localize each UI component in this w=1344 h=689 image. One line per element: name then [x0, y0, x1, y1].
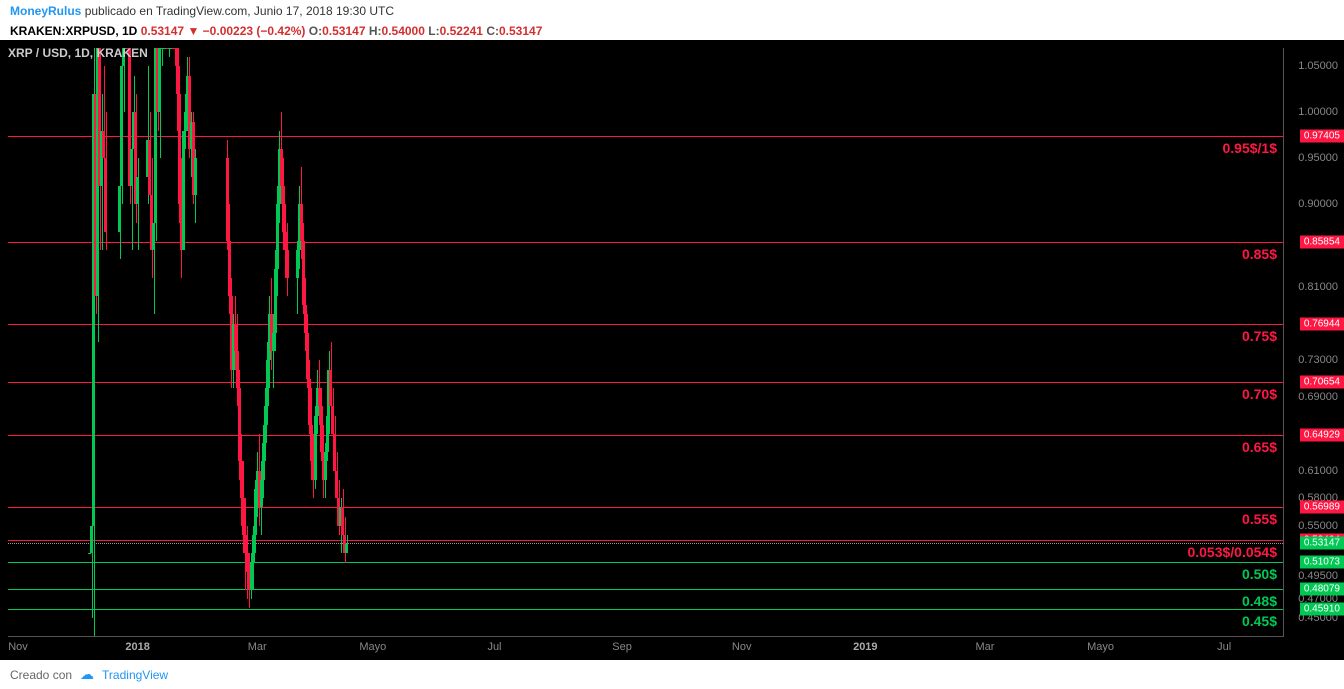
horizontal-level — [8, 324, 1283, 325]
tradingview-icon: ☁ — [80, 666, 94, 683]
x-tick-label: Jul — [1217, 641, 1231, 653]
price-chart[interactable]: XRP / USD, 1D, KRAKEN 0.95$/1$ 0.85$ 0.75$… — [0, 40, 1344, 660]
x-tick-label: Sep — [612, 641, 632, 653]
horizontal-level — [8, 242, 1283, 243]
horizontal-level — [8, 136, 1283, 137]
x-tick-label: Mar — [975, 641, 994, 653]
candle-body — [345, 544, 348, 553]
candle-wick — [162, 48, 163, 66]
symbol: KRAKEN:XRPUSD, 1D — [10, 24, 137, 38]
brand-link[interactable]: TradingView — [102, 668, 168, 682]
level-label: 0.85$ — [1242, 246, 1277, 262]
chart-legend: XRP / USD, 1D, KRAKEN — [8, 46, 148, 60]
y-tick-label: 0.73000 — [1298, 354, 1338, 366]
y-tick-label: 0.61000 — [1298, 465, 1338, 477]
down-arrow-icon: ▼ — [187, 24, 199, 38]
created-label: Creado con — [10, 668, 72, 682]
change-pct: (−0.42%) — [256, 24, 305, 38]
x-tick-label: Mayo — [1087, 641, 1114, 653]
level-label: 0.48$ — [1242, 593, 1277, 609]
candle-wick — [138, 158, 139, 250]
x-tick-label: Mayo — [359, 641, 386, 653]
candle-body — [136, 177, 139, 205]
price-tag: 0.48079 — [1300, 583, 1344, 596]
level-label: 0.053$/0.054$ — [1187, 544, 1277, 560]
price-tag: 0.85854 — [1300, 236, 1344, 249]
price-tag: 0.56989 — [1300, 501, 1344, 514]
horizontal-level — [8, 609, 1283, 610]
y-axis: 1.05000 1.00000 0.95000 0.90000 0.81000 0.730… — [1286, 48, 1344, 636]
level-label: 0.45$ — [1242, 613, 1277, 629]
y-tick-label: 0.69000 — [1298, 391, 1338, 403]
candle-body — [104, 158, 107, 232]
price-tag: 0.64929 — [1300, 428, 1344, 441]
author[interactable]: MoneyRulus — [10, 4, 81, 18]
candle-body — [286, 250, 289, 278]
current-price-tag: 0.53147 — [1300, 536, 1344, 549]
change: −0.00223 — [203, 24, 253, 38]
level-label: 0.50$ — [1242, 566, 1277, 582]
x-tick-label: Mar — [248, 641, 267, 653]
horizontal-level — [8, 507, 1283, 508]
last-price: 0.53147 — [141, 24, 184, 38]
candle-body — [194, 158, 197, 195]
price-tag: 0.70654 — [1300, 375, 1344, 388]
y-tick-label: 0.95000 — [1298, 152, 1338, 164]
ticker-row: KRAKEN:XRPUSD, 1D 0.53147 ▼ −0.00223 (−0… — [0, 22, 1344, 40]
published-text: publicado en TradingView.com, Junio 17, … — [85, 4, 394, 18]
level-label: 0.70$ — [1242, 386, 1277, 402]
x-tick-label: Nov — [8, 641, 28, 653]
y-tick-label: 1.00000 — [1298, 106, 1338, 118]
y-tick-label: 1.05000 — [1298, 60, 1338, 72]
price-tag: 0.97405 — [1300, 130, 1344, 143]
x-tick-label: 2019 — [853, 641, 877, 653]
level-label: 0.95$/1$ — [1223, 140, 1278, 156]
level-label: 0.55$ — [1242, 511, 1277, 527]
price-tag: 0.51073 — [1300, 555, 1344, 568]
y-tick-label: 0.90000 — [1298, 198, 1338, 210]
y-tick-label: 0.81000 — [1298, 281, 1338, 293]
horizontal-level — [8, 435, 1283, 436]
x-tick-label: 2018 — [125, 641, 149, 653]
price-tag: 0.45910 — [1300, 603, 1344, 616]
horizontal-level — [8, 382, 1283, 383]
x-tick-label: Jul — [487, 641, 501, 653]
horizontal-level — [8, 589, 1283, 590]
current-price-line — [8, 543, 1283, 544]
price-tag: 0.76944 — [1300, 318, 1344, 331]
x-axis: Nov 2018 Mar Mayo Jul Sep Nov 2019 Mar Mayo Jul — [8, 636, 1284, 660]
y-tick-label: 0.55000 — [1298, 520, 1338, 532]
horizontal-level — [8, 540, 1283, 541]
level-label: 0.75$ — [1242, 328, 1277, 344]
level-label: 0.65$ — [1242, 439, 1277, 455]
horizontal-level — [8, 562, 1283, 563]
footer: Creado con ☁ TradingView — [0, 660, 1344, 689]
candle-wick — [169, 48, 170, 57]
x-tick-label: Nov — [732, 641, 752, 653]
y-tick-label: 0.49500 — [1298, 570, 1338, 582]
header: MoneyRulus publicado en TradingView.com,… — [0, 0, 1344, 22]
